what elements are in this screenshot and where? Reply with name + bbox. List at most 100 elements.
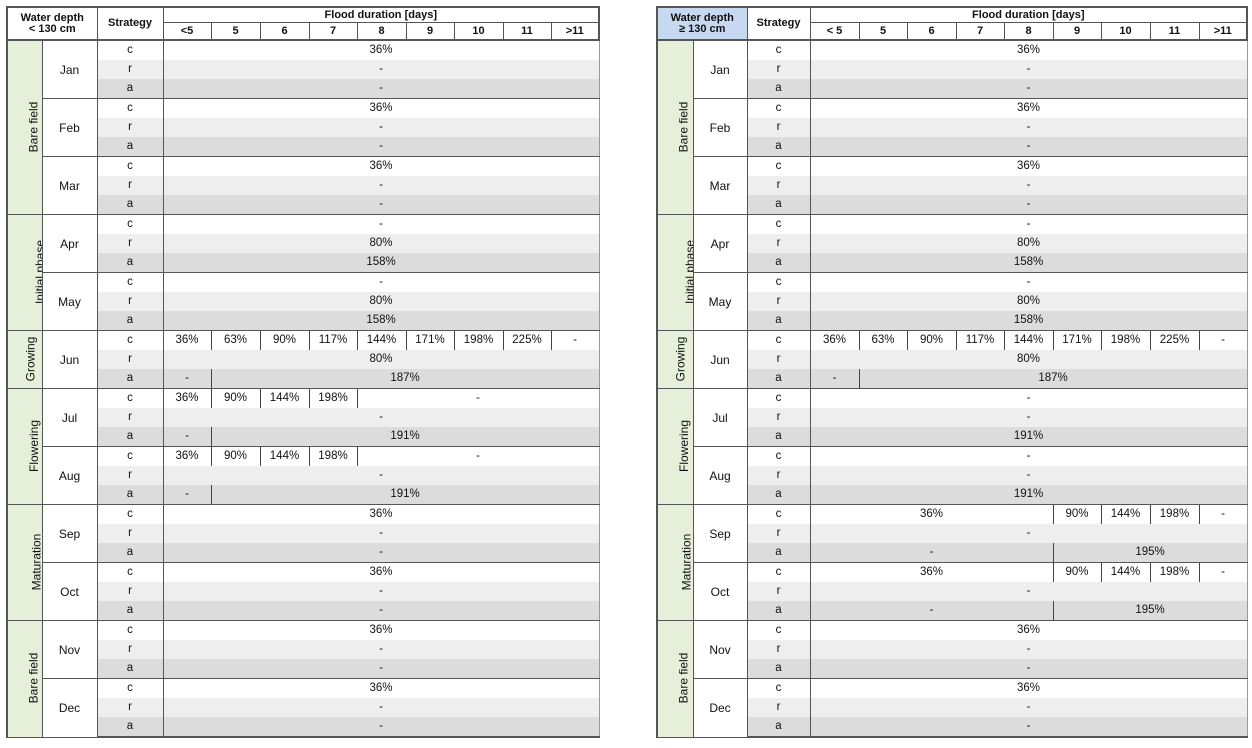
table-row: Dec c 36% — [7, 678, 600, 738]
value-cell: 225% — [502, 330, 551, 350]
month-cell: Nov — [42, 620, 98, 679]
strategy-cell: a — [97, 543, 164, 563]
strategy-cell: c — [747, 40, 811, 60]
phase-label: Bare field — [676, 652, 691, 704]
table-row: Growing Jun c 36% 63% 90% 117% 144% 171% 198% 225%… — [656, 330, 1248, 389]
strategy-cell: r — [747, 698, 811, 717]
value-cell: 225% — [1149, 330, 1199, 350]
strategy-cell: a — [747, 369, 811, 389]
strategy-cell: a — [97, 311, 164, 331]
table-row: a- — [657, 195, 1248, 215]
table-row: a 191% — [657, 427, 1248, 447]
strategy-cell: a — [97, 195, 164, 215]
strategy-cell: c — [97, 678, 164, 698]
month-cell: Feb — [42, 98, 98, 157]
strategy-cell: r — [747, 466, 811, 485]
flood-table-shallow: Water depth < 130 cm Strategy Flood dura… — [6, 6, 601, 738]
value-cell: 187% — [858, 369, 1248, 389]
duration-header-cell: 8 — [1003, 22, 1053, 41]
value-cell: - — [163, 640, 600, 659]
strategy-cell: a — [747, 253, 811, 273]
value-cell: - — [810, 195, 1248, 215]
value-cell: - — [810, 717, 1248, 738]
month-cell: Oct — [42, 562, 98, 621]
strategy-cell: c — [97, 620, 164, 640]
value-cell: 171% — [1052, 330, 1101, 350]
strategy-cell: c — [747, 446, 811, 466]
month-cell: Jan — [693, 40, 748, 99]
value-cell: 80% — [810, 234, 1248, 253]
month-cell: Feb — [693, 98, 748, 157]
flood-duration-header: Flood duration [days] — [809, 6, 1249, 23]
value-cell: 36% — [810, 504, 1053, 524]
table-row: a -191% — [7, 427, 600, 447]
duration-header-cell: <5 — [162, 22, 211, 41]
value-cell: 144% — [259, 388, 309, 408]
value-cell: 90% — [210, 388, 260, 408]
table-row: Dec c 36% — [657, 678, 1248, 738]
strategy-cell: c — [97, 446, 164, 466]
value-cell: - — [356, 388, 600, 408]
value-cell: - — [810, 659, 1248, 679]
table-row: r- — [7, 582, 600, 601]
strategy-cell: r — [97, 524, 164, 543]
table-row: r 80% — [657, 234, 1248, 253]
value-cell: 36% — [163, 388, 211, 408]
strategy-cell: c — [97, 504, 164, 524]
value-cell: - — [163, 466, 600, 485]
month-cell: Mar — [693, 156, 748, 215]
table-row: May c - — [657, 272, 1248, 331]
strategy-cell: a — [747, 311, 811, 331]
value-cell: 90% — [210, 446, 260, 466]
value-cell: - — [1198, 504, 1248, 524]
strategy-cell: a — [747, 659, 811, 679]
duration-header-cell: < 5 — [809, 22, 859, 41]
phase-cell: Flowering — [656, 388, 694, 505]
month-cell: Dec — [42, 678, 98, 738]
value-cell: - — [810, 698, 1248, 717]
duration-header-cell: 10 — [453, 22, 503, 41]
table-row: a- — [657, 137, 1248, 157]
strategy-header: Strategy — [97, 6, 164, 41]
strategy-cell: r — [747, 118, 811, 137]
value-cell: - — [163, 582, 600, 601]
value-cell: - — [163, 60, 600, 79]
value-cell: 36% — [810, 98, 1248, 118]
strategy-cell: c — [747, 156, 811, 176]
month-cell: Jun — [42, 330, 98, 389]
value-cell: 36% — [163, 330, 211, 350]
value-cell: 158% — [163, 311, 600, 331]
duration-header-cell: 5 — [210, 22, 260, 41]
table-row: a 158% — [7, 311, 600, 331]
value-cell: 80% — [163, 350, 600, 369]
table-row: r 80% — [7, 350, 600, 369]
strategy-cell: c — [97, 388, 164, 408]
value-cell: 36% — [810, 562, 1053, 582]
value-cell: - — [163, 524, 600, 543]
table-row: r 80% — [7, 292, 600, 311]
table-row: a -191% — [7, 485, 600, 505]
table-row: Bare field Jan c 36% — [6, 40, 600, 215]
table-row: a- — [7, 601, 600, 621]
value-cell: - — [810, 640, 1248, 659]
value-cell: 36% — [163, 678, 600, 698]
value-cell: 90% — [1052, 562, 1101, 582]
value-cell: 144% — [259, 446, 309, 466]
water-depth-header: Water depth ≥ 130 cm — [656, 6, 748, 41]
value-cell: 195% — [1052, 601, 1248, 621]
value-cell: 144% — [1100, 562, 1150, 582]
strategy-cell: r — [747, 176, 811, 195]
value-cell: - — [810, 524, 1248, 543]
table-row: r- — [657, 698, 1248, 717]
strategy-cell: c — [747, 388, 811, 408]
table-row: Mar c 36% — [657, 156, 1248, 215]
strategy-cell: a — [747, 601, 811, 621]
strategy-cell: c — [747, 214, 811, 234]
value-cell: 36% — [810, 678, 1248, 698]
phase-cell: Flowering — [6, 388, 43, 505]
value-cell: 36% — [163, 620, 600, 640]
phase-label: Flowering — [677, 419, 692, 472]
phase-label: Bare field — [26, 652, 41, 704]
value-cell: - — [163, 408, 600, 427]
strategy-cell: r — [97, 350, 164, 369]
